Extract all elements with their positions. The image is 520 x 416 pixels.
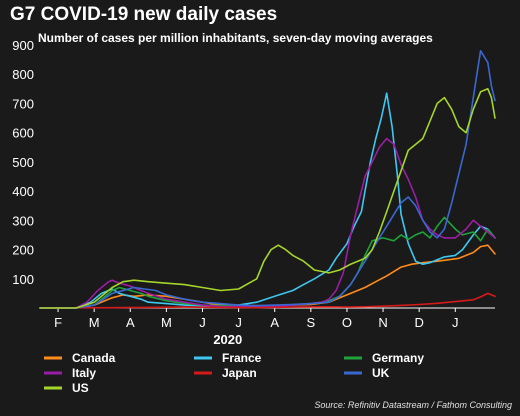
series-line-us [39, 88, 496, 309]
x-tick-label: J [452, 315, 459, 330]
x-tick-label: J [199, 315, 206, 330]
y-tick-label: 600 [12, 126, 34, 141]
x-tick-label: M [161, 315, 172, 330]
y-tick-label: 700 [12, 96, 34, 111]
x-tick-label: A [126, 315, 135, 330]
legend: Canada France Germany Italy Japan UK US [44, 351, 424, 395]
legend-item-japan: Japan [194, 366, 257, 380]
y-tick-label: 500 [12, 155, 34, 170]
series-line-france [39, 92, 496, 309]
x-tick-label: O [342, 315, 352, 330]
y-tick-label: 800 [12, 67, 34, 82]
legend-label: France [222, 351, 262, 365]
legend-label: UK [372, 366, 390, 380]
legend-item-us: US [44, 381, 89, 395]
legend-item-germany: Germany [344, 351, 424, 365]
legend-item-uk: UK [344, 366, 390, 380]
legend-label: Japan [222, 366, 257, 380]
year-label: 2020 [213, 332, 242, 347]
legend-label: Italy [72, 366, 96, 380]
y-tick-label: 400 [12, 184, 34, 199]
x-tick-label: F [54, 315, 62, 330]
legend-label: Canada [72, 351, 116, 365]
x-tick-label: N [378, 315, 387, 330]
legend-item-canada: Canada [44, 351, 116, 365]
source-note: Source: Refinitiv Datastream / Fathom Co… [314, 400, 512, 410]
x-tick-label: D [414, 315, 423, 330]
series-line-italy [39, 137, 496, 309]
series-line-uk [39, 49, 496, 309]
x-tick-label: J [235, 315, 242, 330]
series-layer [39, 49, 496, 309]
y-tick-label: 200 [12, 243, 34, 258]
legend-item-france: France [194, 351, 262, 365]
legend-label: Germany [372, 351, 424, 365]
x-tick-label: S [306, 315, 315, 330]
chart-subtitle: Number of cases per million inhabitants,… [38, 31, 433, 45]
y-tick-label: 300 [12, 213, 34, 228]
legend-item-italy: Italy [44, 366, 96, 380]
legend-label: US [72, 381, 89, 395]
series-line-japan [39, 292, 496, 309]
y-tick-label: 900 [12, 38, 34, 53]
x-tick-label: A [270, 315, 279, 330]
y-tick-label: 100 [12, 272, 34, 287]
x-tick-label: M [89, 315, 100, 330]
chart-title: G7 COVID-19 new daily cases [10, 4, 278, 25]
